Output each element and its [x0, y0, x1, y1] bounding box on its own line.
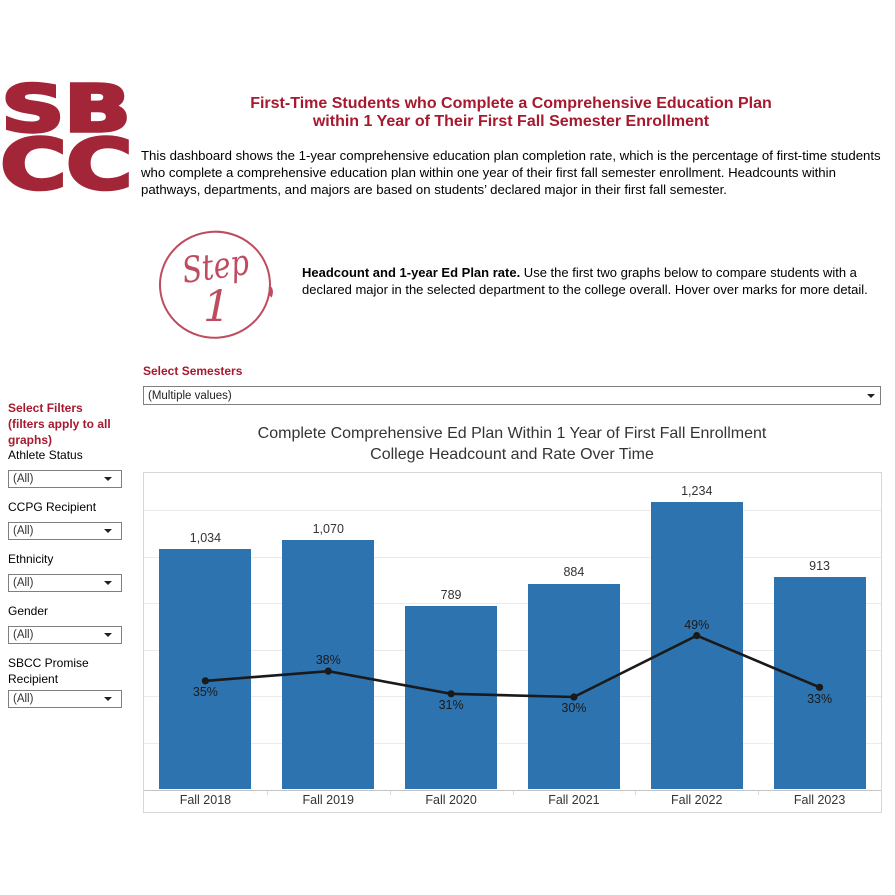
bar-value-label-3: 884	[563, 565, 585, 580]
gridline-400	[144, 696, 881, 698]
intro-line2: who complete a comprehensive education p…	[141, 164, 836, 180]
instruction-line2: declared major in the selected departmen…	[302, 281, 868, 297]
filter-dropdown-value-2: (All)	[13, 577, 34, 589]
semester-dropdown-arrow-icon	[867, 393, 875, 398]
rate-line-layer	[201, 632, 824, 701]
filter-label-1: CCPG Recipient	[8, 500, 97, 514]
page-title-line1: First-Time Students who Complete a Compr…	[250, 94, 772, 112]
rate-point-1[interactable]	[324, 667, 332, 675]
bar-value-label-4: 1,234	[681, 484, 713, 499]
semester-dropdown-value: (Multiple values)	[148, 389, 232, 402]
intro-line1: This dashboard shows the 1-year comprehe…	[141, 147, 881, 163]
rate-point-4[interactable]	[693, 632, 701, 640]
logo-text-cc: CC	[1, 123, 133, 195]
filter-dropdown-arrow-icon-3	[104, 633, 112, 637]
x-axis-tick-1	[266, 789, 268, 795]
chart-plot: 1,034 Fall 2018 1,070 Fall 2019 789 Fall 2020…	[143, 472, 882, 813]
step-instruction: Headcount and 1-year Ed Plan rate. Use t…	[302, 264, 877, 298]
intro-line3: pathways, departments, and majors are ba…	[141, 181, 727, 197]
filter-dropdown-2[interactable]: (All)	[8, 574, 122, 592]
x-axis-label-0[interactable]: Fall 2018	[179, 792, 232, 807]
sidebar-heading: Select Filters (filters apply to all gra…	[8, 400, 111, 447]
gridline-800	[144, 603, 881, 605]
filter-dropdown-value-4: (All)	[13, 693, 34, 705]
bar-fall-2019[interactable]	[282, 540, 375, 790]
x-axis-label-4[interactable]: Fall 2022	[671, 792, 723, 807]
instruction-bold: Headcount and 1-year Ed Plan rate.	[302, 264, 521, 280]
rate-line	[205, 634, 821, 699]
logo-text-sb: SB	[2, 79, 131, 147]
bar-value-label-1: 1,070	[312, 522, 344, 537]
chart-title-line1: Complete Comprehensive Ed Plan Within 1 …	[257, 425, 767, 442]
rate-label-1: 38%	[315, 653, 341, 668]
step-badge-circle	[158, 230, 271, 339]
gridline-600	[144, 649, 881, 651]
x-axis-label-3[interactable]: Fall 2021	[548, 792, 600, 807]
bar-value-label-2: 789	[440, 587, 462, 602]
instruction-line1: Use the first two graphs below to compar…	[520, 264, 857, 280]
step-1-badge: Step 1	[158, 230, 273, 339]
step-badge-number: 1	[203, 282, 230, 332]
filter-label-4: SBCC Promise Recipient	[8, 656, 89, 686]
semester-dropdown[interactable]: (Multiple values)	[143, 386, 881, 405]
filter-dropdown-arrow-icon-4	[104, 697, 112, 701]
filter-dropdown-3[interactable]: (All)	[8, 626, 122, 644]
rate-point-0[interactable]	[201, 677, 210, 685]
x-axis-tick-5	[758, 789, 760, 795]
chart-plot-area: 1,034 Fall 2018 1,070 Fall 2019 789 Fall 2020…	[144, 473, 881, 812]
chart-title-line2: College Headcount and Rate Over Time	[370, 446, 654, 463]
filter-dropdown-value-0: (All)	[13, 473, 34, 485]
rate-point-2[interactable]	[447, 690, 455, 698]
page-title-line2: within 1 Year of Their First Fall Semest…	[312, 112, 710, 130]
x-axis-label-5[interactable]: Fall 2023	[793, 792, 846, 807]
rate-label-5: 33%	[807, 691, 833, 706]
step-badge-word: Step	[179, 241, 251, 292]
bar-fall-2022[interactable]	[650, 502, 743, 790]
gridline-1200	[144, 510, 881, 512]
bar-fall-2023[interactable]	[773, 577, 866, 790]
x-axis-tick-4	[635, 789, 637, 795]
rate-label-4: 49%	[684, 617, 710, 632]
chart-title: Complete Comprehensive Ed Plan Within 1 …	[143, 423, 881, 465]
bar-value-label-5: 913	[809, 558, 830, 573]
filter-dropdown-value-3: (All)	[13, 629, 34, 641]
bar-value-label-0: 1,034	[189, 530, 222, 545]
x-axis-label-1[interactable]: Fall 2019	[302, 792, 354, 807]
x-axis-label-2[interactable]: Fall 2020	[425, 792, 477, 807]
bar-fall-2021[interactable]	[527, 583, 620, 790]
bar-fall-2020[interactable]	[405, 605, 498, 790]
filter-dropdown-arrow-icon-1	[104, 529, 112, 533]
filter-label-0: Athlete Status	[8, 448, 83, 462]
intro-paragraph: This dashboard shows the 1-year comprehe…	[141, 147, 886, 198]
filter-dropdown-0[interactable]: (All)	[8, 470, 122, 488]
x-axis-tick-2	[389, 789, 391, 795]
x-axis-line	[144, 789, 881, 791]
x-axis-tick-3	[512, 789, 514, 795]
rate-label-0: 35%	[192, 685, 218, 700]
rate-point-5[interactable]	[815, 683, 824, 691]
filter-label-2: Ethnicity	[8, 552, 54, 566]
filter-dropdown-1[interactable]: (All)	[8, 522, 122, 540]
filter-dropdown-arrow-icon-0	[104, 477, 112, 481]
sbcc-logo: SB CC	[0, 79, 132, 195]
filter-dropdown-arrow-icon-2	[104, 581, 112, 585]
rate-label-2: 31%	[438, 698, 464, 713]
page-title: First-Time Students who Complete a Compr…	[141, 95, 881, 131]
rate-point-3[interactable]	[570, 693, 578, 701]
filter-dropdown-4[interactable]: (All)	[8, 690, 122, 708]
bar-fall-2018[interactable]	[159, 548, 252, 790]
semester-filter-label: Select Semesters	[143, 363, 243, 378]
gridline-1000	[144, 556, 881, 558]
rate-label-3: 30%	[561, 701, 587, 716]
filter-dropdown-value-1: (All)	[13, 525, 34, 537]
step-badge-ink-blot	[267, 285, 273, 298]
filter-label-3: Gender	[8, 604, 49, 618]
gridline-200	[144, 742, 881, 744]
